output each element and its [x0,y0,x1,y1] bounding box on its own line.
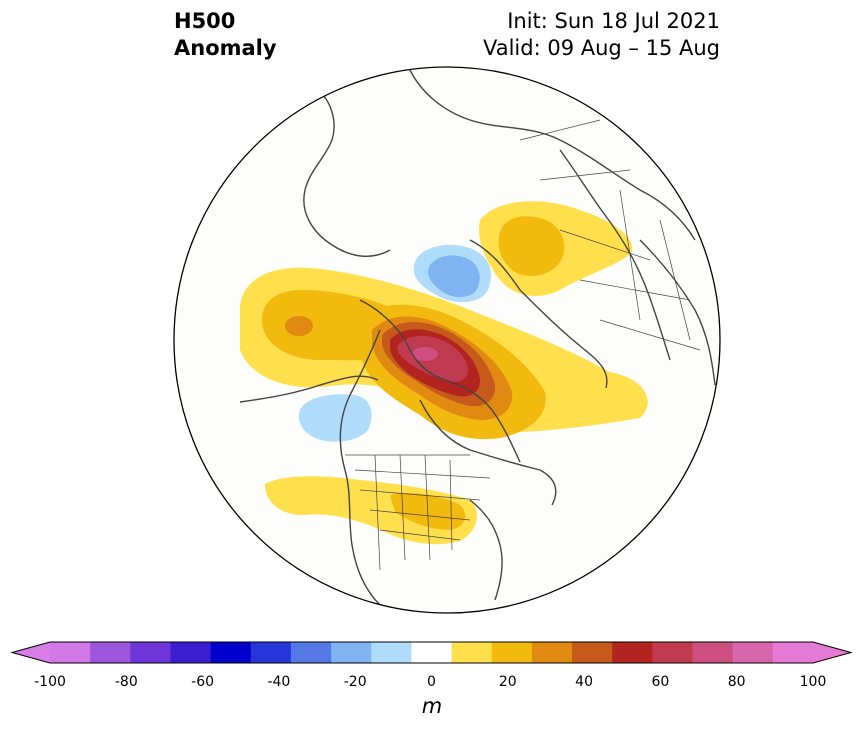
map-boundary [173,66,721,614]
trough-scandinavia [413,244,491,303]
colorbar-bin [732,642,774,663]
colorbar-bin [411,642,453,663]
colorbar-unit-label: m [421,694,443,718]
coastlines [239,69,716,606]
map-title-right: Init: Sun 18 Jul 2021 Valid: 09 Aug – 15… [483,8,720,62]
title-field-type: Anomaly [174,36,277,60]
colorbar-bin [572,642,613,663]
colorbar-bin [50,642,91,663]
ridge-siberia [479,201,633,296]
colorbar-tick-label: -80 [114,674,138,690]
colorbar-bin [371,642,412,663]
colorbar-bin [692,642,734,663]
colorbar-tick-label: -40 [267,674,291,690]
trough-ne-pacific [298,394,372,442]
colorbar [10,641,853,664]
colorbar-tick-label: 20 [498,674,517,690]
colorbar-bin [531,642,573,663]
colorbar-bin [250,642,292,663]
colorbar-extend-low [12,642,50,663]
colorbar-bin [772,642,814,663]
colorbar-bin [90,642,131,663]
title-variable: H500 [174,9,236,33]
colorbar-bin [210,642,252,663]
colorbar-bin [451,642,493,663]
colorbar-bin [170,642,212,663]
colorbar-bin [290,642,332,663]
init-time: Init: Sun 18 Jul 2021 [507,9,720,33]
colorbar-tick-label: -60 [191,674,215,690]
colorbar-bin [612,642,653,663]
colorbar-bin [491,642,533,663]
colorbar-tick-label: 60 [651,674,670,690]
valid-period: Valid: 09 Aug – 15 Aug [482,36,720,60]
colorbar-extend-high [813,642,851,663]
colorbar-outline [10,641,853,664]
colorbar-bin [331,642,372,663]
colorbar-tick-label: 0 [427,674,436,690]
polar-anomaly-map [173,66,721,614]
country-borders [345,119,701,571]
map-title-left: H500 Anomaly [174,8,277,62]
colorbar-tick-label: -20 [343,674,367,690]
colorbar-bin [652,642,694,663]
colorbar-tick-label: -100 [34,674,66,690]
colorbar-tick-label: 40 [575,674,594,690]
colorbar-tick-label: 80 [727,674,746,690]
ridge-greenland [360,304,546,440]
colorbar-bin [130,642,171,663]
colorbar-tick-label: 100 [799,674,827,690]
